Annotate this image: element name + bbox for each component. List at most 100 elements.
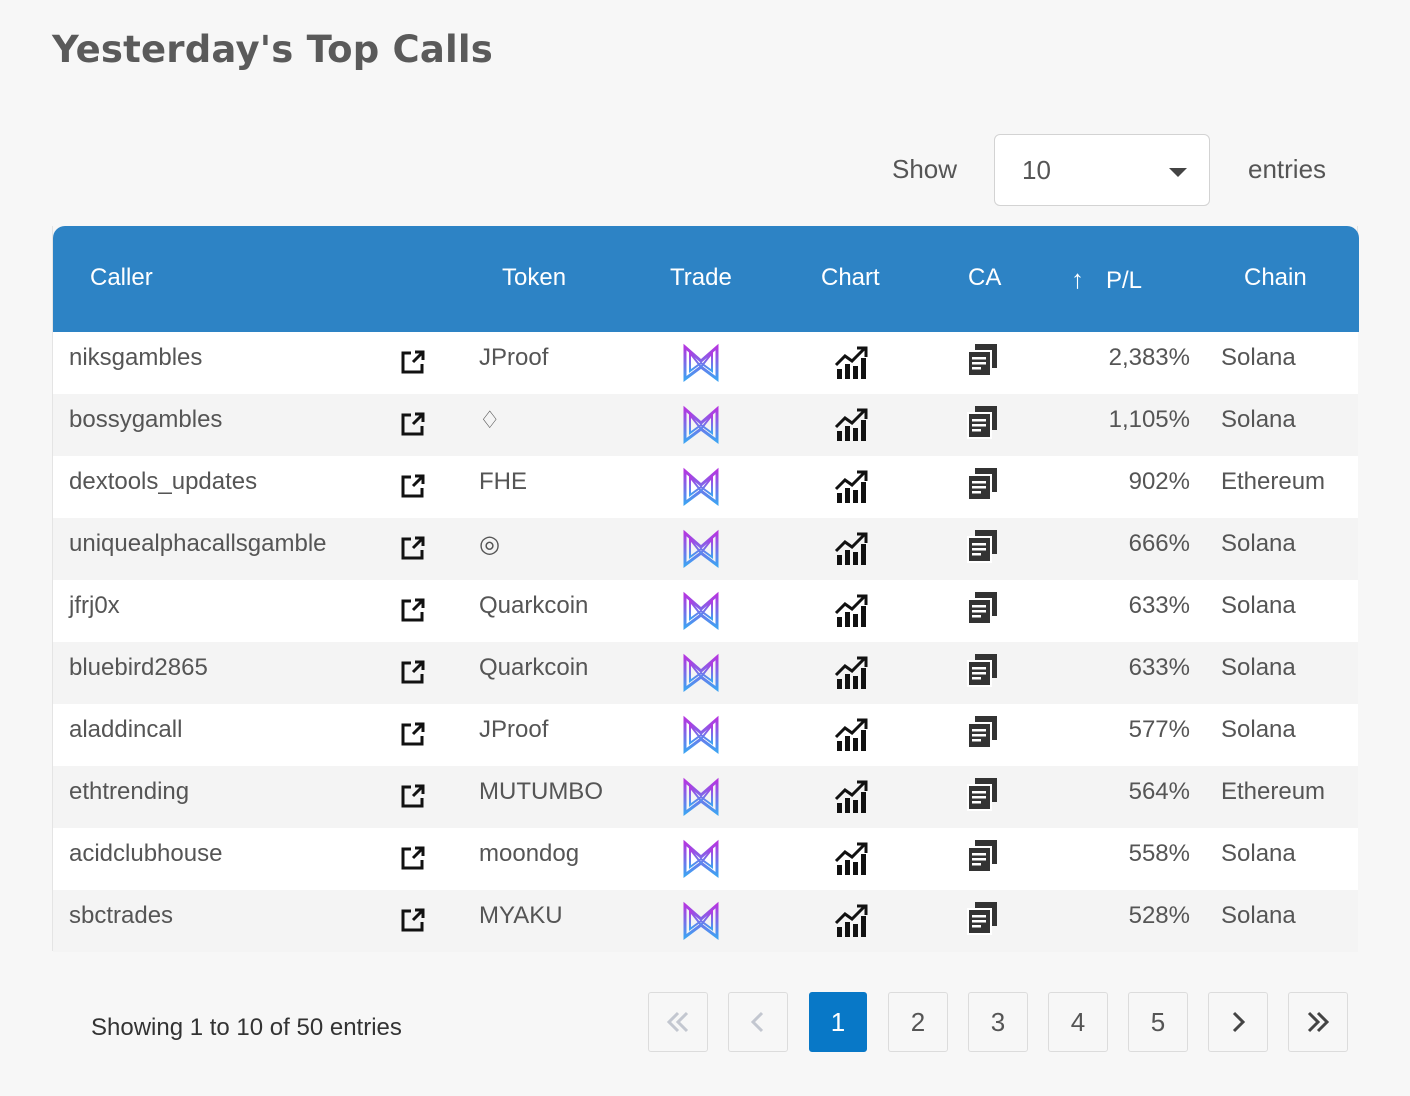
page-3-button[interactable]: 3 [968,992,1028,1052]
external-link-icon [401,598,425,622]
trade-logo-icon [683,777,719,816]
column-header-pl[interactable]: ↑ P/L [1071,264,1142,295]
external-link-icon [401,412,425,436]
caller-link-button[interactable] [399,844,427,879]
table-row: bluebird2865 Quarkcoin 633% Solana [53,642,1358,704]
table-row: aladdincall JProof 577% Solana [53,704,1358,766]
trade-button[interactable] [681,777,721,824]
chart-button[interactable] [833,779,869,822]
external-link-icon [401,536,425,560]
chart-icon [834,532,868,565]
copy-contract-address-button[interactable] [965,590,1001,633]
column-header-ca[interactable]: CA [968,264,1002,291]
chart-button[interactable] [833,717,869,760]
chart-icon [834,346,868,379]
page-1-button[interactable]: 1 [809,992,867,1052]
chart-icon [834,718,868,751]
table-row: bossygambles ♢ 1,105% Solana [53,394,1358,456]
page-2-button[interactable]: 2 [888,992,948,1052]
last-page-button[interactable] [1288,992,1348,1052]
external-link-icon [401,350,425,374]
column-header-chain[interactable]: Chain [1244,264,1307,291]
chart-icon [834,470,868,503]
copy-contract-address-button[interactable] [965,838,1001,881]
caller-name: niksgambles [69,344,203,371]
chart-button[interactable] [833,655,869,698]
page-4-button[interactable]: 4 [1048,992,1108,1052]
external-link-icon [401,846,425,870]
pl-value: 528% [1128,902,1190,929]
token-name: JProof [479,344,549,371]
trade-button[interactable] [681,405,721,452]
trade-button[interactable] [681,467,721,514]
trade-button[interactable] [681,343,721,390]
token-name: FHE [479,468,527,495]
trade-button[interactable] [681,591,721,638]
caller-link-button[interactable] [399,720,427,755]
copy-icon [967,344,997,377]
copy-contract-address-button[interactable] [965,466,1001,509]
copy-contract-address-button[interactable] [965,528,1001,571]
token-name: JProof [479,716,549,743]
chain-name: Solana [1221,716,1296,743]
copy-icon [967,468,997,501]
first-page-button[interactable] [648,992,708,1052]
column-header-token[interactable]: Token [502,264,567,291]
trade-logo-icon [683,343,719,382]
chart-button[interactable] [833,469,869,512]
external-link-icon [401,784,425,808]
copy-contract-address-button[interactable] [965,342,1001,385]
trade-button[interactable] [681,839,721,886]
copy-icon [967,592,997,625]
copy-contract-address-button[interactable] [965,714,1001,757]
column-header-trade[interactable]: Trade [670,264,732,291]
caller-link-button[interactable] [399,534,427,569]
pl-value: 577% [1128,716,1190,743]
chart-button[interactable] [833,903,869,946]
trade-logo-icon [683,839,719,878]
table-row: dextools_updates FHE 902% Ethereum [53,456,1358,518]
token-name: moondog [479,840,580,867]
caller-link-button[interactable] [399,596,427,631]
copy-icon [967,902,997,935]
chain-name: Solana [1221,902,1296,929]
caller-name: ethtrending [69,778,190,805]
caller-link-button[interactable] [399,782,427,817]
next-page-button[interactable] [1208,992,1268,1052]
chart-button[interactable] [833,841,869,884]
trade-button[interactable] [681,901,721,948]
chain-name: Solana [1221,344,1296,371]
trade-button[interactable] [681,653,721,700]
caret-down-icon [1169,168,1187,177]
column-header-chart[interactable]: Chart [821,264,880,291]
caller-name: sbctrades [69,902,174,929]
caller-link-button[interactable] [399,906,427,941]
copy-icon [967,840,997,873]
trade-logo-icon [683,467,719,506]
copy-contract-address-button[interactable] [965,900,1001,943]
caller-link-button[interactable] [399,658,427,693]
chart-button[interactable] [833,531,869,574]
double-chevron-left-icon [666,1011,689,1033]
copy-contract-address-button[interactable] [965,776,1001,819]
chart-button[interactable] [833,593,869,636]
trade-button[interactable] [681,529,721,576]
caller-link-button[interactable] [399,410,427,445]
copy-contract-address-button[interactable] [965,404,1001,447]
chain-name: Solana [1221,592,1296,619]
chart-button[interactable] [833,407,869,450]
table-body: niksgambles JProof 2,383% Solana bossygamble… [53,332,1358,952]
column-header-caller[interactable]: Caller [90,264,153,291]
copy-icon [967,406,997,439]
previous-page-button[interactable] [728,992,788,1052]
trade-logo-icon [683,653,719,692]
entries-per-page-select[interactable]: 10 [994,134,1210,206]
copy-contract-address-button[interactable] [965,652,1001,695]
trade-button[interactable] [681,715,721,762]
chart-icon [834,594,868,627]
chart-button[interactable] [833,345,869,388]
caller-link-button[interactable] [399,348,427,383]
chart-icon [834,780,868,813]
caller-link-button[interactable] [399,472,427,507]
page-5-button[interactable]: 5 [1128,992,1188,1052]
